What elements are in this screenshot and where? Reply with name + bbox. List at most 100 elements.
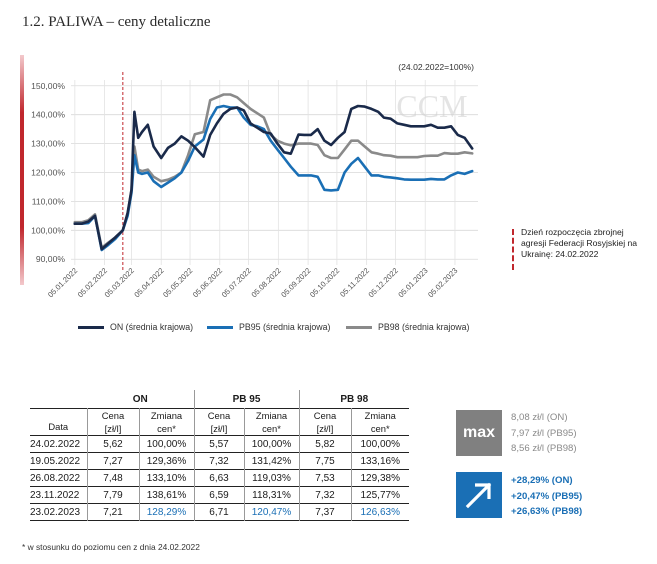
table-cell-date: 26.08.2022 <box>30 472 81 484</box>
change-unit: cen* <box>370 423 390 434</box>
table-cell-price: 7,32 <box>193 452 244 470</box>
x-tick-label: 05.09.2022 <box>279 266 312 299</box>
legend-item-pb95: PB95 (średnia krajowa) <box>207 322 330 332</box>
arrow-up-right-icon <box>465 482 492 509</box>
x-tick-label: 05.12.2022 <box>367 266 400 299</box>
table-cell-change: 126,63% <box>350 503 409 521</box>
table-cell-change: 119,03% <box>243 469 299 487</box>
table-cell-change: 131,42% <box>243 452 299 470</box>
x-tick-label: 05.01.2022 <box>46 266 79 299</box>
annotation-text: Dzień rozpoczęcia zbrojnej agresji Feder… <box>521 227 638 259</box>
x-tick-label: 05.04.2022 <box>132 266 165 299</box>
y-tick-label: 100,00% <box>31 225 65 235</box>
change-value-pb98: +26,63% (PB98) <box>511 506 583 517</box>
price-header: Cena <box>207 410 231 421</box>
table-cell-date: 23.11.2022 <box>30 489 80 501</box>
table-cell-price: 5,62 <box>86 435 139 453</box>
x-tick-label: 05.11.2022 <box>338 266 371 299</box>
x-tick-label: 05.10.2022 <box>308 266 341 299</box>
change-unit: cen* <box>157 423 176 434</box>
price-table: ON PB 95 PB 98 Data Cena [zł/l] Zmiana cen… <box>30 390 409 521</box>
watermark-logo: CCM <box>396 88 467 124</box>
price-header: Cena <box>101 410 125 421</box>
table-cell-price: 7,79 <box>86 486 139 504</box>
table-cell-change: 133,10% <box>138 469 194 487</box>
y-tick-label: 130,00% <box>31 139 65 149</box>
legend-swatch-pb98 <box>346 325 372 329</box>
table-cell-change: 138,61% <box>138 486 194 504</box>
change-header: Zmiana <box>255 410 288 421</box>
table-cell-change: 125,77% <box>350 486 409 504</box>
x-tick-label: 05.08.2022 <box>250 266 283 299</box>
table-cell-price: 6,63 <box>193 469 244 487</box>
x-tick-label: 05.02.2023 <box>426 266 459 299</box>
date-header: Data <box>48 421 69 432</box>
price-table-body: 24.02.2022 5,62 100,00% 5,57 100,00% 5,82 100,… <box>30 435 409 521</box>
table-row: 23.02.2023 7,21 128,29% 6,71 120,47% 7,37 126,… <box>30 503 409 521</box>
table-cell-price: 7,75 <box>298 452 351 470</box>
table-cell-price: 7,53 <box>298 469 351 487</box>
fuel-header-pb98: PB 98 <box>298 390 409 409</box>
legend-item-on: ON (średnia krajowa) <box>78 322 193 332</box>
max-value-pb95: 7,97 zł/l (PB95) <box>511 427 577 439</box>
accent-bar <box>20 55 24 285</box>
table-cell-change: 133,16% <box>350 452 409 470</box>
line-chart: 90,00% 100,00% 110,00% 120,00% 130,00% 140,00… <box>31 62 478 299</box>
legend-swatch-on <box>78 325 104 329</box>
legend-label-pb98: PB98 (średnia krajowa) <box>378 322 470 332</box>
table-cell-change: 128,29% <box>138 503 194 521</box>
x-tick-label: 05.05.2022 <box>161 266 194 299</box>
table-cell-price: 7,21 <box>86 503 139 521</box>
footnote: * w stosunku do poziomu cen z dnia 24.02… <box>22 542 200 552</box>
table-cell-price: 5,57 <box>193 435 244 453</box>
table-cell-change: 129,36% <box>138 452 194 470</box>
price-unit: [zł/l] <box>104 423 122 434</box>
max-box: max <box>456 410 502 456</box>
table-cell-date: 19.05.2022 <box>30 455 81 467</box>
table-row: 23.11.2022 7,79 138,61% 6,59 118,31% 7,32 125,… <box>30 486 409 504</box>
table-cell-price: 6,59 <box>193 486 244 504</box>
table-cell-change: 118,31% <box>243 486 299 504</box>
change-unit: cen* <box>262 423 281 434</box>
table-cell-price: 5,82 <box>298 435 351 453</box>
table-cell-price: 7,37 <box>298 503 351 521</box>
max-value-on: 8,08 zł/l (ON) <box>511 412 568 423</box>
legend-label-pb95: PB95 (średnia krajowa) <box>239 322 331 332</box>
table-cell-price: 7,27 <box>86 452 139 470</box>
max-values: 8,08 zł/l (ON) 7,97 zł/l (PB95) 8,56 zł/… <box>511 410 577 457</box>
series-line-on <box>73 104 474 251</box>
table-cell-change: 120,47% <box>243 503 299 521</box>
fuel-header-pb95: PB 95 <box>193 390 299 409</box>
table-cell-change: 100,00% <box>350 435 409 453</box>
change-values: +28,29% (ON) +20,47% (PB95) +26,63% (PB9… <box>511 473 582 520</box>
chart-series <box>73 93 474 252</box>
table-cell-price: 6,71 <box>193 503 244 521</box>
y-tick-label: 150,00% <box>31 81 65 91</box>
y-tick-label: 110,00% <box>32 196 66 206</box>
y-tick-label: 140,00% <box>31 110 65 120</box>
x-tick-label: 05.06.2022 <box>191 266 224 299</box>
fuel-header-on: ON <box>132 393 148 405</box>
series-line-pb98 <box>73 93 474 249</box>
series-line-pb95 <box>73 104 474 252</box>
table-cell-change: 129,38% <box>350 469 409 487</box>
page-title: 1.2. PALIWA – ceny detaliczne <box>22 14 211 30</box>
x-axis-ticks: 05.01.202205.02.202205.03.202205.04.2022… <box>46 266 459 299</box>
change-header: Zmiana <box>364 410 396 421</box>
table-cell-date: 23.02.2023 <box>30 506 81 518</box>
max-label: max <box>462 424 496 441</box>
x-tick-label: 05.07.2022 <box>220 266 253 299</box>
price-unit: [zł/l] <box>316 423 334 434</box>
legend-swatch-pb95 <box>207 325 233 329</box>
max-value-pb98: 8,56 zł/l (PB98) <box>511 443 577 454</box>
x-tick-label: 05.01.2023 <box>396 266 429 299</box>
table-cell-date: 24.02.2022 <box>30 438 81 450</box>
table-row: 26.08.2022 7,48 133,10% 6,63 119,03% 7,53 129,… <box>30 469 409 487</box>
change-value-on: +28,29% (ON) <box>511 475 573 486</box>
table-cell-change: 100,00% <box>138 435 194 453</box>
base-note: (24.02.2022=100%) <box>398 62 474 72</box>
change-box <box>456 472 502 518</box>
price-header: Cena <box>313 410 337 421</box>
y-tick-label: 90,00% <box>36 254 66 264</box>
change-value-pb95: +20,47% (PB95) <box>511 490 583 502</box>
